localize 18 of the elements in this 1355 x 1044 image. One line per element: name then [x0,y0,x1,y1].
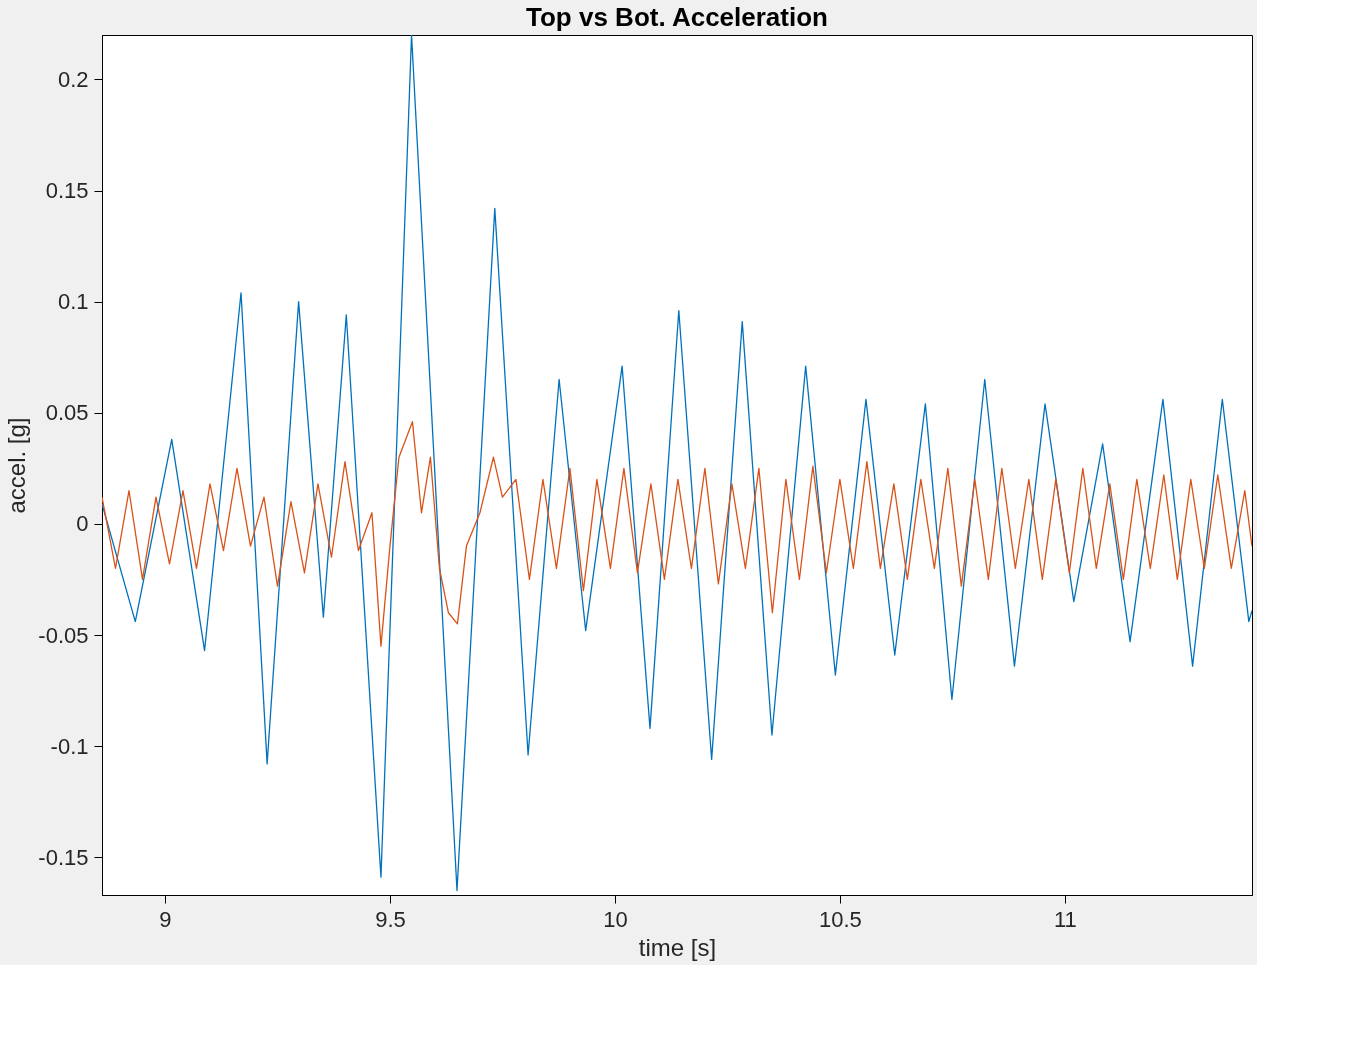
chart-title: Top vs Bot. Acceleration [526,2,828,32]
line-series [102,35,1252,892]
x-tick-label: 10.5 [818,906,862,932]
y-axis-title: accel. [g] [3,417,31,514]
y-tick-label: -0.05 [38,622,89,648]
y-tick-label: 0 [76,511,89,537]
y-tick-label: 0.2 [57,66,89,92]
x-tick-label: 9 [159,906,172,932]
line-series [102,421,1252,647]
x-axis-title: time [s] [638,933,717,961]
y-tick-label: 0.1 [57,289,89,315]
x-tick-label: 10 [603,906,628,932]
x-tick-label: 11 [1053,906,1077,932]
y-tick-label: -0.1 [50,733,89,759]
y-tick-label: 0.15 [45,178,89,204]
y-tick-label: 0.05 [45,400,89,426]
y-tick-label: -0.15 [38,844,89,870]
x-tick-label: 9.5 [375,906,406,932]
